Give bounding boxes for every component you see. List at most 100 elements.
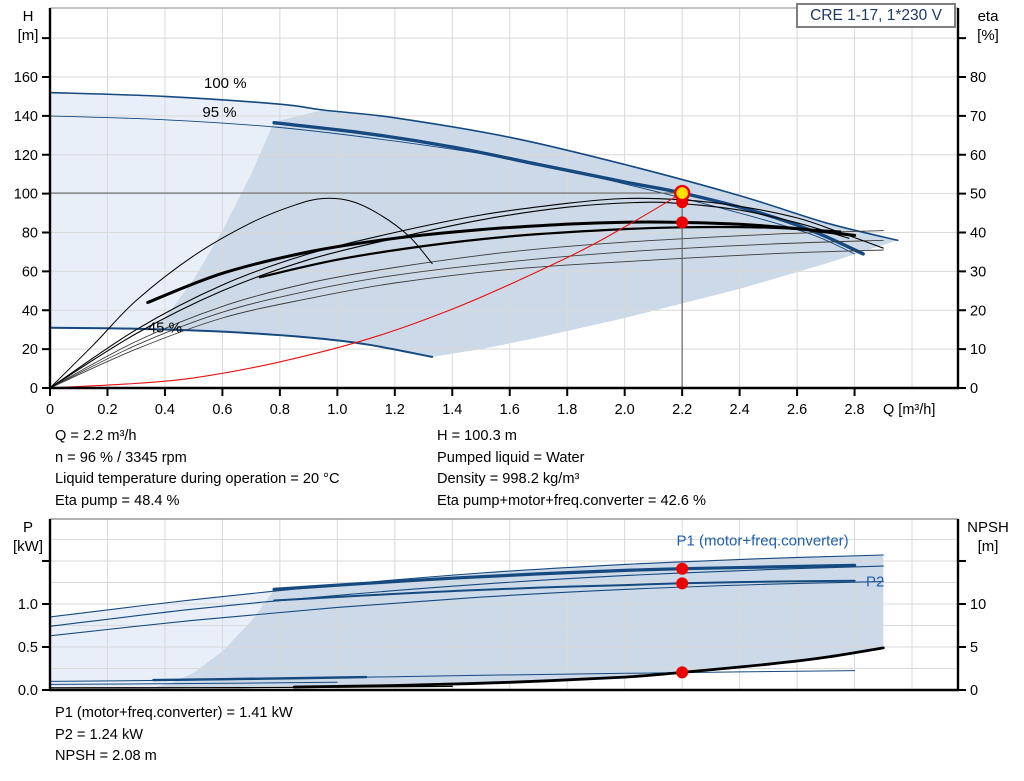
- x-tick-label: 0.2: [97, 402, 117, 418]
- y-left-axis-title: H: [23, 8, 34, 25]
- x-tick-label: 1.0: [327, 402, 347, 418]
- y-left-tick-label: 0.0: [18, 683, 38, 699]
- pump-model-label: CRE 1-17, 1*230 V: [810, 6, 942, 24]
- y-left-tick-label: 120: [14, 148, 38, 164]
- speed-100pct-label: 100 %: [204, 75, 247, 92]
- eta-total-duty-marker: [676, 216, 689, 229]
- y-right-tick-label: 20: [970, 303, 986, 319]
- control-curve: [49, 192, 683, 389]
- info-line: Eta pump = 48.4 %: [55, 492, 180, 509]
- info-line: Density = 998.2 kg/m³: [437, 471, 580, 488]
- power-envelope-light: [50, 590, 275, 689]
- x-tick-label: 0: [46, 402, 54, 418]
- y-right-axis-title: [%]: [977, 27, 999, 44]
- y-left-tick-label: 100: [14, 187, 38, 203]
- info-line: Eta pump+motor+freq.converter = 42.6 %: [437, 492, 706, 509]
- y-right-tick-label: 40: [970, 226, 986, 242]
- eta-aux-curve-1: [49, 230, 884, 389]
- x-tick-label: 2.0: [615, 402, 635, 418]
- pump-model-badge: CRE 1-17, 1*230 V: [796, 3, 956, 28]
- x-tick-label: 2.6: [787, 402, 807, 418]
- speed-45pct-label: 45 %: [148, 320, 182, 337]
- power-npsh-info-block: P1 (motor+freq.converter) = 1.41 kW P2 = …: [55, 703, 293, 768]
- info-line: P2 = 1.24 kW: [55, 726, 144, 743]
- y-left-tick-label: 40: [22, 303, 38, 319]
- y-right-tick-label: 70: [970, 109, 986, 125]
- info-line: Pumped liquid = Water: [437, 449, 585, 466]
- eta-pump-96pct-curve: [49, 201, 850, 389]
- p2-duty-marker: [676, 577, 689, 590]
- y-right-tick-label: 80: [970, 70, 986, 86]
- speed-95pct-label: 95 %: [202, 104, 236, 121]
- y-left-tick-label: 20: [22, 342, 38, 358]
- y-left-tick-label: 160: [14, 70, 38, 86]
- eta-pump-curve: [49, 197, 884, 389]
- x-tick-label: 1.8: [557, 402, 577, 418]
- npsh-curve: [292, 646, 885, 689]
- x-tick-label: 2.4: [730, 402, 750, 418]
- y-right-tick-label: 50: [970, 187, 986, 203]
- y-left-axis-title: [kW]: [13, 538, 43, 555]
- y-left-tick-label: 0: [30, 381, 38, 397]
- y-right-tick-label: 0: [970, 381, 978, 397]
- p1-curve-label: P1 (motor+freq.converter): [677, 532, 849, 549]
- p1-envelope-max-curve: [49, 554, 884, 618]
- npsh-low-curve: [49, 685, 453, 689]
- y-right-tick-label: 0: [970, 683, 978, 699]
- x-tick-label: 1.2: [385, 402, 405, 418]
- y-right-tick-label: 10: [970, 597, 986, 613]
- eta-total-thick-curve: [146, 220, 857, 304]
- y-right-tick-label: 5: [970, 640, 978, 656]
- p2-curve: [273, 579, 856, 602]
- y-right-axis-title: eta: [978, 8, 1000, 25]
- duty-info-right-column: H = 100.3 m Pumped liquid = Water Density …: [437, 426, 706, 512]
- p-min-speed-curve-2: [49, 681, 338, 685]
- p1-envelope-mid-curve: [49, 565, 884, 627]
- info-line: n = 96 % / 3345 rpm: [55, 449, 187, 466]
- x-tick-label: 0.8: [270, 402, 290, 418]
- p1-curve: [272, 563, 857, 591]
- p-min-speed-thick-segment: [152, 675, 368, 682]
- y-right-axis-title: NPSH: [967, 519, 1009, 536]
- x-tick-label: 0.4: [155, 402, 175, 418]
- eta-aux-curve-2: [49, 239, 884, 389]
- eta-total-96pct-curve: [258, 225, 842, 279]
- eta-aux-curve-3: [49, 249, 884, 389]
- info-line: Liquid temperature during operation = 20…: [55, 471, 340, 488]
- y-left-tick-label: 1.0: [18, 597, 38, 613]
- info-line: P1 (motor+freq.converter) = 1.41 kW: [55, 705, 293, 721]
- y-right-axis-title: [m]: [978, 538, 999, 555]
- power-operating-envelope: [150, 555, 884, 689]
- x-tick-label: 2.2: [672, 402, 692, 418]
- p2-curve-label: P2: [866, 574, 884, 591]
- duty-info-left-column: Q = 2.2 m³/h n = 96 % / 3345 rpm Liquid te…: [55, 426, 340, 512]
- npsh-duty-marker: [676, 666, 689, 679]
- x-axis-title: Q [m³/h]: [883, 402, 935, 418]
- p1-duty-marker: [676, 562, 689, 575]
- p1-envelope-min-curve: [49, 581, 884, 637]
- power-npsh-chart: P1 (motor+freq.converter) P2 0.0 0.5 1.0 0 5 10…: [13, 518, 1009, 699]
- y-right-tick-label: 60: [970, 148, 986, 164]
- y-left-tick-label: 60: [22, 264, 38, 280]
- y-left-axis-title: P: [23, 519, 33, 536]
- y-left-tick-label: 80: [22, 226, 38, 242]
- selected-speed-96pct-curve: [272, 121, 865, 256]
- operating-envelope: [156, 110, 898, 357]
- info-line: H = 100.3 m: [437, 428, 517, 444]
- x-tick-label: 2.8: [844, 402, 864, 418]
- envelope-full-speed-range: [50, 92, 323, 328]
- y-right-tick-label: 10: [970, 342, 986, 358]
- duty-point-marker[interactable]: [673, 184, 691, 202]
- info-line: NPSH = 2.08 m: [55, 748, 157, 765]
- y-left-tick-label: 140: [14, 109, 38, 125]
- x-tick-label: 0.6: [212, 402, 232, 418]
- x-tick-label: 1.6: [500, 402, 520, 418]
- y-left-axis-title: [m]: [18, 27, 39, 44]
- y-right-tick-label: 30: [970, 264, 986, 280]
- speed-45pct-curve: [49, 326, 434, 358]
- y-left-tick-label: 0.5: [18, 640, 38, 656]
- speed-100pct-curve: [49, 91, 899, 242]
- x-tick-label: 1.4: [442, 402, 462, 418]
